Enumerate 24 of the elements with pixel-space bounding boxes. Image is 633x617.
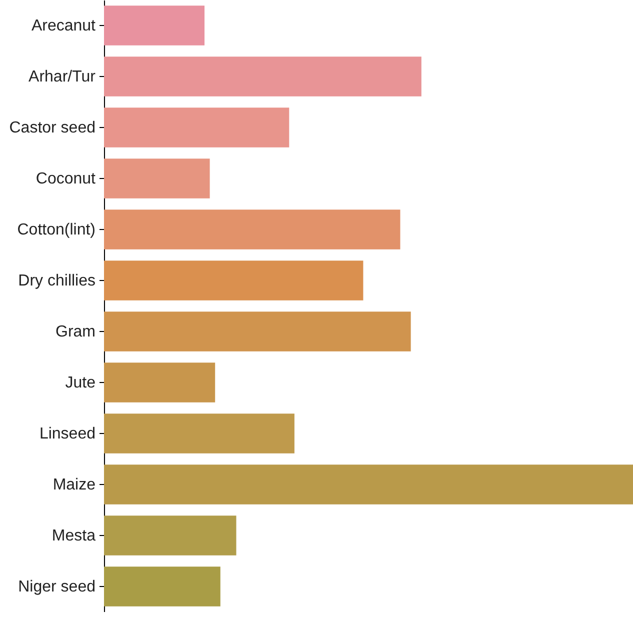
- bar: [104, 6, 205, 46]
- bar: [104, 108, 290, 148]
- bar: [104, 260, 364, 300]
- y-tick-label: Arecanut: [31, 18, 96, 34]
- y-tick-label: Jute: [65, 374, 96, 392]
- y-tick-label: Linseed: [39, 426, 96, 442]
- bar: [104, 516, 236, 556]
- bar: [104, 56, 422, 96]
- bar: [104, 414, 294, 454]
- bar: [104, 362, 216, 402]
- y-tick-label: Cotton(lint): [17, 222, 96, 238]
- y-tick-label: Dry chillies: [18, 272, 96, 290]
- bar: [104, 158, 210, 198]
- y-tick-label: Gram: [56, 324, 96, 340]
- y-tick-label: Niger seed: [18, 578, 96, 596]
- y-tick-label: Castor seed: [9, 120, 96, 136]
- y-tick-label: Mesta: [52, 528, 96, 544]
- bar: [104, 566, 220, 606]
- y-tick-label: Arhar/Tur: [28, 68, 96, 86]
- bar: [104, 210, 400, 250]
- y-tick-label: Coconut: [36, 170, 96, 188]
- bar: [104, 312, 411, 352]
- y-tick-label: Maize: [52, 476, 96, 494]
- bar: [104, 464, 633, 504]
